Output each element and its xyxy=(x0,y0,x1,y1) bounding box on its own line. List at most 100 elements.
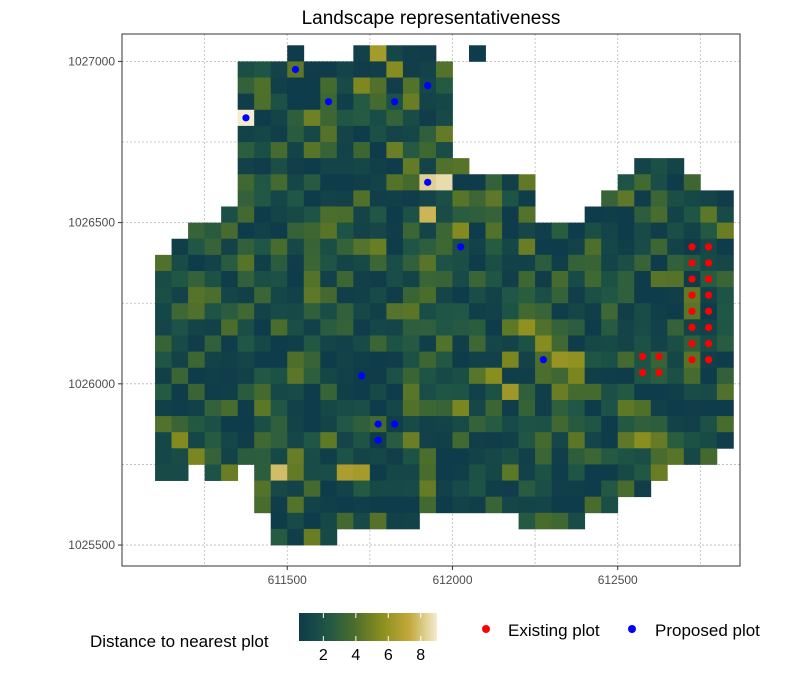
heatmap-cell xyxy=(188,270,206,288)
proposed-plot-point xyxy=(242,114,250,122)
heatmap-cell xyxy=(221,432,239,449)
heatmap-cell xyxy=(353,77,371,95)
heatmap-cell xyxy=(320,512,338,530)
heatmap-cell xyxy=(502,287,519,304)
heatmap-cell xyxy=(452,254,470,272)
heatmap-cell xyxy=(270,367,288,385)
heatmap-cell xyxy=(204,270,222,288)
heatmap-cell xyxy=(700,432,718,449)
heatmap-cell xyxy=(386,45,404,62)
heatmap-cell xyxy=(402,109,420,127)
heatmap-cell xyxy=(700,222,718,240)
heatmap-cell xyxy=(452,464,470,481)
heatmap-cell xyxy=(535,222,553,240)
heatmap-cell xyxy=(287,416,305,433)
heatmap-cell xyxy=(287,351,305,369)
heatmap-cell xyxy=(683,367,701,385)
heatmap-cell xyxy=(402,480,420,498)
heatmap-cell xyxy=(188,287,206,304)
heatmap-cell xyxy=(221,287,239,304)
heatmap-cell xyxy=(303,238,321,256)
heatmap-cell xyxy=(551,464,569,481)
heatmap-cell xyxy=(287,287,305,304)
heatmap-cell xyxy=(386,287,404,304)
heatmap-cell xyxy=(336,254,354,272)
heatmap-cell xyxy=(667,270,685,288)
heatmap-cell xyxy=(270,383,288,401)
heatmap-cell xyxy=(155,351,172,369)
heatmap-cell xyxy=(435,399,453,417)
heatmap-cell xyxy=(435,142,453,159)
heatmap-cell xyxy=(221,254,239,272)
heatmap-cell xyxy=(336,270,354,288)
heatmap-cell xyxy=(320,109,338,127)
heatmap-cell xyxy=(369,125,387,143)
heatmap-cell xyxy=(419,383,437,401)
heatmap-cell xyxy=(204,254,222,272)
heatmap-cell xyxy=(716,238,734,256)
heatmap-cell xyxy=(535,464,553,481)
chart-title: Landscape representativeness xyxy=(302,8,561,29)
heatmap-cell xyxy=(634,287,652,304)
heatmap-cell xyxy=(518,238,536,256)
heatmap-cell xyxy=(320,496,338,514)
heatmap-cell xyxy=(320,303,338,320)
heatmap-cell xyxy=(303,399,321,417)
x-axis-ticks: 611500 612000 612500 xyxy=(268,566,638,587)
heatmap-cell xyxy=(287,528,305,546)
heatmap-cell xyxy=(287,254,305,272)
y-tick-label: 1026500 xyxy=(68,216,115,230)
heatmap-cell xyxy=(535,383,553,401)
heatmap-cell xyxy=(568,464,586,481)
proposed-plot-point xyxy=(374,420,382,428)
heatmap-cell xyxy=(270,496,288,514)
heatmap-cell xyxy=(254,416,272,433)
heatmap-cell xyxy=(254,270,272,288)
heatmap-cell xyxy=(303,77,321,95)
heatmap-cell xyxy=(584,206,602,224)
heatmap-cell xyxy=(254,254,272,272)
heatmap-cell xyxy=(171,432,189,449)
heatmap-cell xyxy=(237,448,255,465)
heatmap-cell xyxy=(155,416,172,433)
heatmap-cell xyxy=(435,432,453,449)
heatmap-cell xyxy=(435,206,453,224)
heatmap-cell xyxy=(287,319,305,336)
heatmap-cell xyxy=(419,158,437,175)
heatmap-cell xyxy=(270,528,288,546)
y-axis-ticks: 1025500 1026000 1026500 1027000 xyxy=(68,54,122,552)
heatmap-cell xyxy=(716,287,734,304)
heatmap-cell xyxy=(584,448,602,465)
heatmap-cell xyxy=(485,351,503,369)
heatmap-cell xyxy=(502,222,519,240)
heatmap-cell xyxy=(502,480,519,498)
heatmap-cell xyxy=(369,222,387,240)
heatmap-cell xyxy=(204,351,222,369)
heatmap-cell xyxy=(568,416,586,433)
heatmap-cell xyxy=(402,93,420,111)
heatmap-cell xyxy=(369,351,387,369)
heatmap-cell xyxy=(369,287,387,304)
heatmap-cell xyxy=(353,222,371,240)
heatmap-cell xyxy=(353,496,371,514)
heatmap-cell xyxy=(518,416,536,433)
heatmap-cell xyxy=(254,158,272,175)
heatmap-cell xyxy=(402,496,420,514)
heatmap-cell xyxy=(270,238,288,256)
heatmap-cell xyxy=(237,142,255,159)
heatmap-cell xyxy=(469,480,486,498)
heatmap-cell xyxy=(303,270,321,288)
heatmap-cell xyxy=(551,335,569,352)
heatmap-cell xyxy=(535,399,553,417)
heatmap-cell xyxy=(617,335,635,352)
heatmap-cell xyxy=(667,206,685,224)
heatmap-cell xyxy=(551,270,569,288)
legend-proposed-marker xyxy=(628,625,636,633)
heatmap-cell xyxy=(386,367,404,385)
heatmap-cell xyxy=(667,254,685,272)
heatmap-cell xyxy=(568,270,586,288)
heatmap-cell xyxy=(386,109,404,127)
heatmap-cell xyxy=(237,319,255,336)
heatmap-cell xyxy=(353,432,371,449)
heatmap-cell xyxy=(320,367,338,385)
